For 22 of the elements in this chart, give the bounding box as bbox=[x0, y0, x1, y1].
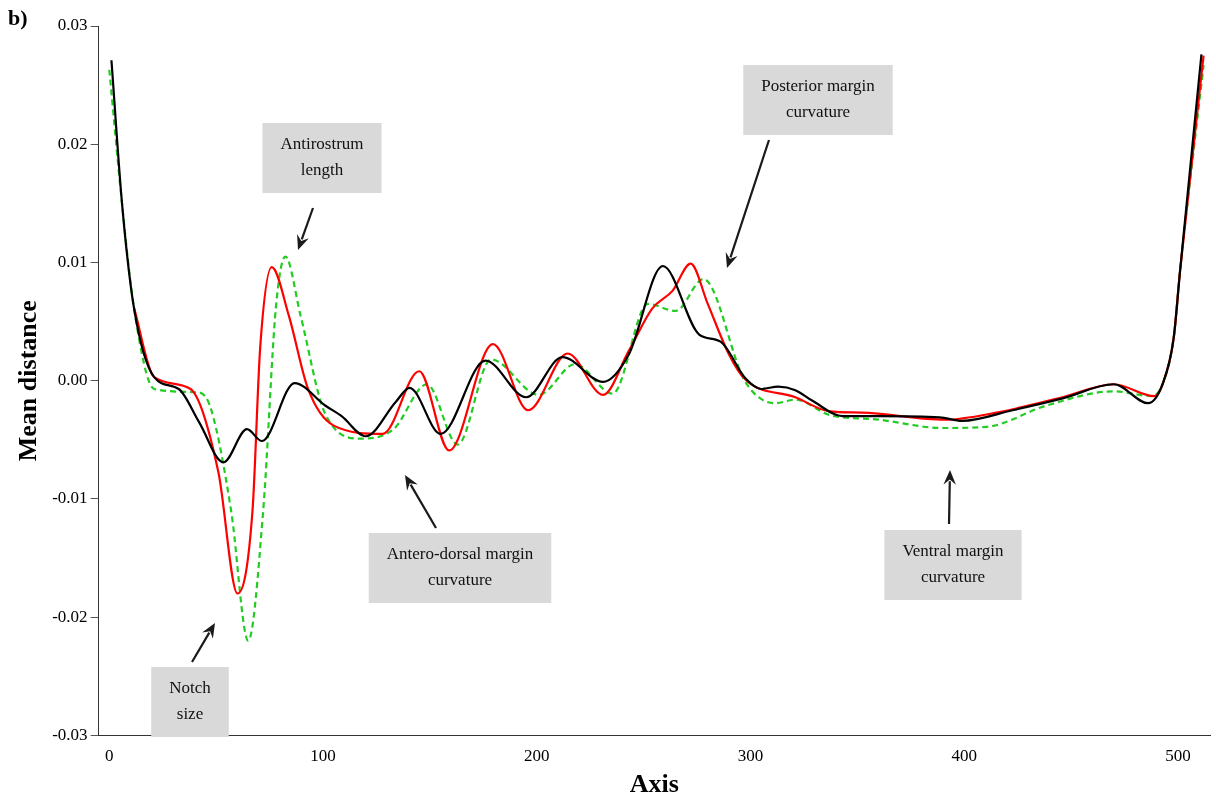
y-tick-label: 0.03 bbox=[57, 15, 88, 35]
line-series bbox=[110, 53, 1203, 464]
chart-title: b) bbox=[8, 4, 28, 30]
x-tick-label: 200 bbox=[524, 746, 550, 766]
y-tick-label: 0.00 bbox=[57, 370, 88, 390]
x-tick-label: 100 bbox=[310, 746, 336, 766]
x-axis-title: Axis bbox=[629, 769, 679, 799]
x-tick-label: 500 bbox=[1165, 746, 1191, 766]
x-tick-label: 300 bbox=[737, 746, 764, 766]
x-tick-label: 0 bbox=[105, 746, 114, 766]
x-tick-label: 400 bbox=[951, 746, 977, 766]
y-tick-label: -0.03 bbox=[52, 724, 88, 744]
annotation: Ventral margin curvature bbox=[902, 541, 1005, 587]
annotation: Posterior margin curvature bbox=[761, 76, 876, 122]
annotation: Antero-dorsal margin curvature bbox=[386, 544, 534, 590]
annotation: Antirostrum length bbox=[280, 134, 364, 180]
y-axis-title: Mean distance bbox=[13, 300, 43, 462]
y-tick-label: -0.01 bbox=[52, 488, 88, 508]
y-tick-label: 0.02 bbox=[57, 133, 88, 153]
y-tick-label: -0.02 bbox=[52, 606, 88, 626]
y-tick-label: 0.01 bbox=[57, 251, 88, 271]
annotation: Notch size bbox=[169, 678, 212, 724]
